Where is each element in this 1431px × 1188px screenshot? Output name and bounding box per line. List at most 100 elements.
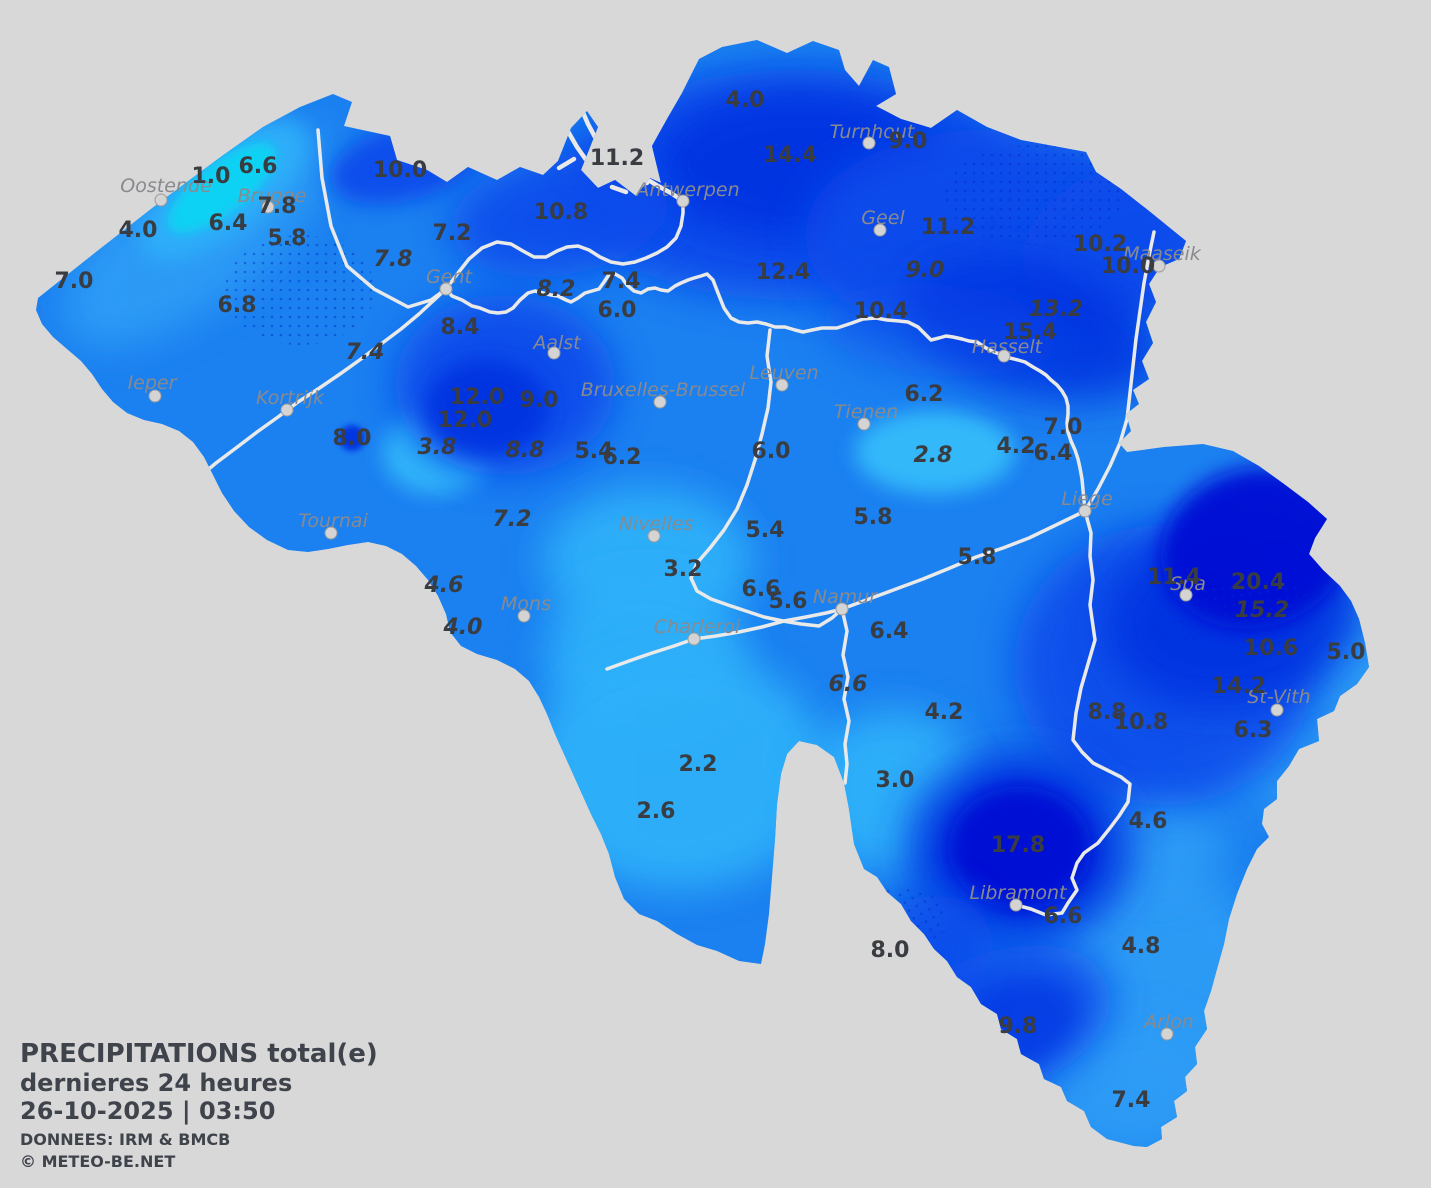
stipple-patch (945, 145, 1125, 245)
station-value: 4.0 (119, 218, 158, 243)
station-value: 7.4 (346, 340, 385, 365)
city-label: Leuven (749, 362, 818, 384)
city-dot (439, 282, 453, 296)
station-value: 10.2 (1073, 232, 1127, 257)
station-value: 12.0 (450, 385, 504, 410)
precip-zone (855, 410, 1015, 494)
station-value: 7.0 (55, 269, 94, 294)
stipple-patch (225, 235, 375, 345)
city-dot (775, 378, 789, 392)
city-dot (1179, 588, 1193, 602)
station-value: 5.6 (769, 589, 808, 614)
city-label: Kortrijk (256, 387, 325, 409)
city-label: Bruxelles-Brussel (581, 379, 746, 401)
city-dot (324, 526, 338, 540)
city-dot (653, 395, 667, 409)
river-line (444, 199, 685, 291)
city-label: Antwerpen (634, 179, 739, 201)
city-dot (835, 602, 849, 616)
station-value: 4.0 (443, 615, 483, 640)
river-line (840, 607, 851, 785)
city-dot (261, 200, 275, 214)
city-dot (687, 632, 701, 646)
city-dot (1009, 898, 1023, 912)
station-value: 17.8 (991, 833, 1045, 858)
station-value: 8.8 (1088, 700, 1127, 725)
station-value: 5.4 (746, 518, 785, 543)
city-label: St-Vith (1247, 686, 1310, 708)
station-value: 4.2 (997, 434, 1036, 459)
precip-zone (339, 425, 365, 451)
station-value: 8.4 (441, 315, 480, 340)
city-dot (862, 136, 876, 150)
station-value: 3.2 (664, 557, 703, 582)
port-canal-line (556, 156, 577, 171)
station-value: 10.6 (1244, 636, 1298, 661)
station-value: 3.8 (418, 435, 457, 460)
station-value: 4.6 (1129, 809, 1168, 834)
city-label: Ieper (128, 372, 178, 394)
station-value: 6.2 (603, 445, 642, 470)
city-label: Arlon (1142, 1011, 1194, 1033)
precip-zone (425, 360, 549, 456)
station-value: 9.0 (906, 258, 945, 283)
city-dot (547, 346, 561, 360)
station-value: 2.8 (914, 443, 953, 468)
data-source: DONNEES: IRM & BMCB (20, 1130, 231, 1149)
city-dot (1270, 703, 1284, 717)
city-dot (1152, 259, 1166, 273)
station-value: 11.2 (921, 215, 975, 240)
city-label: Liege (1061, 488, 1112, 510)
stipple-patch (1150, 581, 1320, 643)
city-label: Charleroi (654, 616, 741, 638)
city-dot (280, 403, 294, 417)
station-value: 10.0 (1101, 254, 1155, 279)
station-value: 9.0 (889, 129, 928, 154)
station-value: 6.6 (239, 154, 278, 179)
station-value: 7.4 (602, 269, 641, 294)
city-dot (148, 389, 162, 403)
station-value: 20.4 (1231, 570, 1285, 595)
map-subtitle: dernieres 24 heures (20, 1069, 293, 1097)
city-label: Maaseik (1123, 243, 1202, 265)
river-line (316, 128, 448, 309)
station-value: 4.8 (1122, 934, 1161, 959)
station-value: 12.0 (438, 408, 492, 433)
station-value: 15.4 (1003, 320, 1057, 345)
precip-zone (948, 786, 1092, 910)
station-value: 1.0 (192, 164, 231, 189)
station-value: 6.3 (1234, 718, 1273, 743)
city-label: Namur (813, 586, 878, 608)
station-value: 6.0 (598, 298, 637, 323)
station-value: 7.2 (493, 507, 532, 532)
station-value: 7.8 (374, 247, 413, 272)
station-value: 11.2 (590, 146, 644, 171)
city-dot (1078, 504, 1092, 518)
station-value: 10.0 (373, 158, 427, 183)
precip-zone (528, 650, 828, 890)
city-markers: Oostende Brugge Ieper Kortrijk Gent Antwerpen… (120, 121, 1311, 1041)
station-value: 7.0 (1044, 415, 1083, 440)
station-value: 10.4 (854, 299, 908, 324)
station-value: 8.0 (333, 426, 372, 451)
precip-zone (167, 142, 277, 234)
station-value: 2.2 (679, 752, 718, 777)
city-label: Tienen (834, 401, 898, 423)
city-label: Geel (861, 207, 905, 229)
station-value: 10.8 (534, 200, 588, 225)
station-value: 4.0 (726, 88, 765, 113)
station-value: 4.6 (424, 573, 464, 598)
rivers (196, 128, 1156, 917)
city-dot (997, 349, 1011, 363)
station-value: 13.2 (1029, 297, 1083, 322)
map-legend-block: PRECIPITATIONS total(e) dernieres 24 heu… (20, 1040, 378, 1173)
city-label: Libramont (969, 882, 1068, 904)
station-value: 6.4 (1034, 441, 1073, 466)
station-value: 3.0 (876, 768, 915, 793)
station-value: 7.2 (433, 221, 472, 246)
station-value: 9.8 (999, 1014, 1038, 1039)
station-value: 8.8 (506, 438, 545, 463)
city-label: Gent (426, 266, 473, 288)
port-canal-line (609, 184, 629, 195)
